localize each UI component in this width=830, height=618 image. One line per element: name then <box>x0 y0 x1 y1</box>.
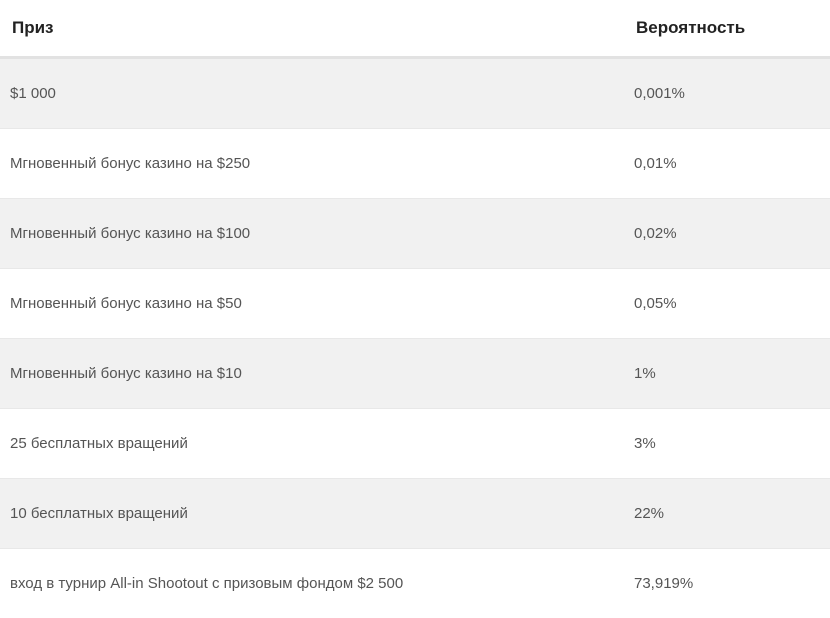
prize-cell: вход в турнир All-in Shootout с призовым… <box>0 549 624 618</box>
table-row: $1 000 0,001% <box>0 58 830 129</box>
prize-cell: $1 000 <box>0 58 624 129</box>
probability-cell: 73,919% <box>624 549 830 618</box>
table-row: 25 бесплатных вращений 3% <box>0 409 830 479</box>
table-row: Мгновенный бонус казино на $10 1% <box>0 339 830 409</box>
header-prize: Приз <box>0 0 624 58</box>
prize-cell: 25 бесплатных вращений <box>0 409 624 479</box>
table-row: Мгновенный бонус казино на $50 0,05% <box>0 269 830 339</box>
probability-cell: 0,05% <box>624 269 830 339</box>
probability-cell: 22% <box>624 479 830 549</box>
table-row: вход в турнир All-in Shootout с призовым… <box>0 549 830 618</box>
probability-cell: 0,01% <box>624 129 830 199</box>
table-row: Мгновенный бонус казино на $250 0,01% <box>0 129 830 199</box>
prize-cell: Мгновенный бонус казино на $250 <box>0 129 624 199</box>
header-row: Приз Вероятность <box>0 0 830 58</box>
prize-cell: Мгновенный бонус казино на $50 <box>0 269 624 339</box>
table-body: $1 000 0,001% Мгновенный бонус казино на… <box>0 58 830 618</box>
header-probability: Вероятность <box>624 0 830 58</box>
probability-cell: 1% <box>624 339 830 409</box>
table-header: Приз Вероятность <box>0 0 830 58</box>
table-row: 10 бесплатных вращений 22% <box>0 479 830 549</box>
table-row: Мгновенный бонус казино на $100 0,02% <box>0 199 830 269</box>
probability-cell: 0,02% <box>624 199 830 269</box>
prize-cell: 10 бесплатных вращений <box>0 479 624 549</box>
prize-cell: Мгновенный бонус казино на $100 <box>0 199 624 269</box>
probability-cell: 0,001% <box>624 58 830 129</box>
probability-cell: 3% <box>624 409 830 479</box>
prize-cell: Мгновенный бонус казино на $10 <box>0 339 624 409</box>
